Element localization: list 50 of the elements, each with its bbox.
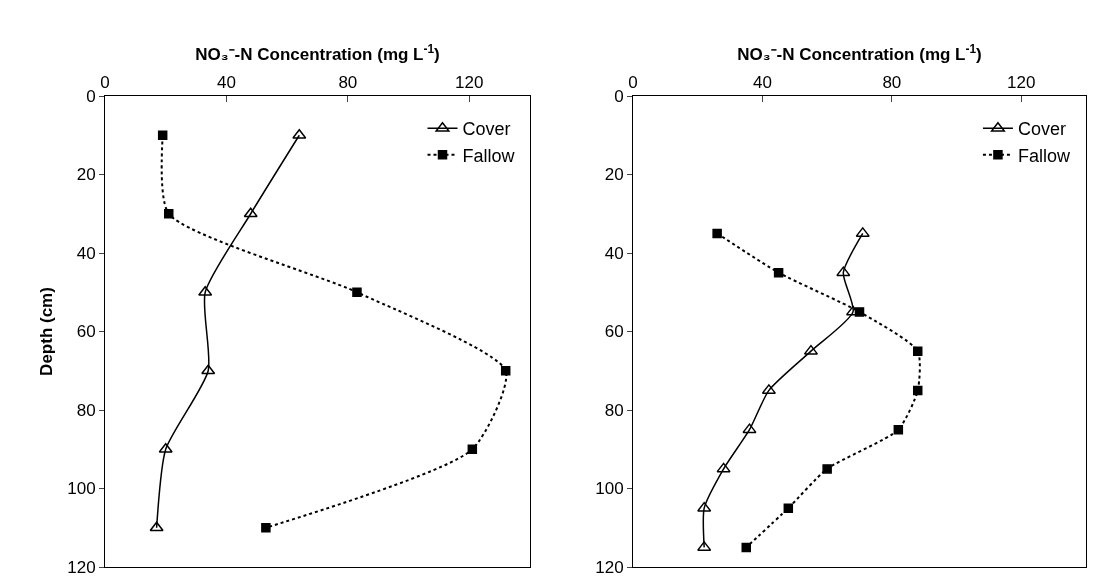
point — [912, 385, 923, 396]
point — [893, 424, 904, 435]
point — [712, 228, 722, 239]
legend-label: Fallow — [1017, 145, 1071, 166]
point — [773, 267, 784, 278]
point — [157, 130, 168, 140]
y-tick-label: 60 — [76, 322, 96, 342]
legend-label: Cover — [1017, 119, 1066, 140]
point — [697, 501, 712, 512]
x-tick-label: 40 — [216, 73, 236, 93]
point — [500, 366, 511, 376]
point — [912, 346, 923, 356]
point — [836, 266, 851, 277]
y-tick-label: 80 — [604, 400, 624, 420]
point — [243, 207, 258, 218]
point — [352, 287, 362, 297]
x-tick-label: 40 — [752, 73, 772, 93]
point — [783, 503, 794, 513]
point — [742, 423, 757, 434]
legend-label: Fallow — [462, 145, 516, 166]
y-tick-label: 40 — [76, 243, 96, 263]
point — [201, 364, 216, 375]
y-tick-label: 0 — [614, 86, 624, 106]
y-tick-label: 120 — [67, 557, 96, 577]
x-axis-title: NO₃⁻-N Concentration (mg L$^{-1}$) — [737, 41, 982, 64]
point — [164, 209, 174, 219]
point — [822, 464, 832, 474]
point — [741, 542, 751, 553]
x-axis-title: NO₃⁻-N Concentration (mg L$^{-1}$) — [195, 41, 440, 64]
x-tick-label: 0 — [100, 73, 110, 93]
point — [467, 444, 478, 454]
y-axis-title: Depth (cm) — [36, 287, 56, 376]
y-tick-label: 80 — [76, 400, 96, 420]
y-tick-label: 20 — [604, 165, 624, 185]
legend-label: Cover — [462, 119, 511, 140]
y-tick-label: 0 — [86, 86, 96, 106]
x-tick-label: 120 — [455, 73, 484, 93]
x-tick-label: 0 — [628, 73, 638, 93]
x-tick-label: 80 — [882, 73, 902, 93]
point — [261, 523, 271, 533]
y-tick-label: 60 — [604, 322, 624, 342]
x-tick-label: 80 — [338, 73, 358, 93]
x-tick-label: 120 — [1007, 73, 1036, 93]
point — [149, 521, 164, 532]
y-tick-label: 40 — [604, 243, 624, 263]
y-tick-label: 100 — [595, 479, 624, 499]
y-tick-label: 20 — [76, 165, 96, 185]
point — [716, 462, 731, 473]
y-tick-label: 120 — [595, 557, 624, 577]
y-tick-label: 100 — [67, 479, 96, 499]
